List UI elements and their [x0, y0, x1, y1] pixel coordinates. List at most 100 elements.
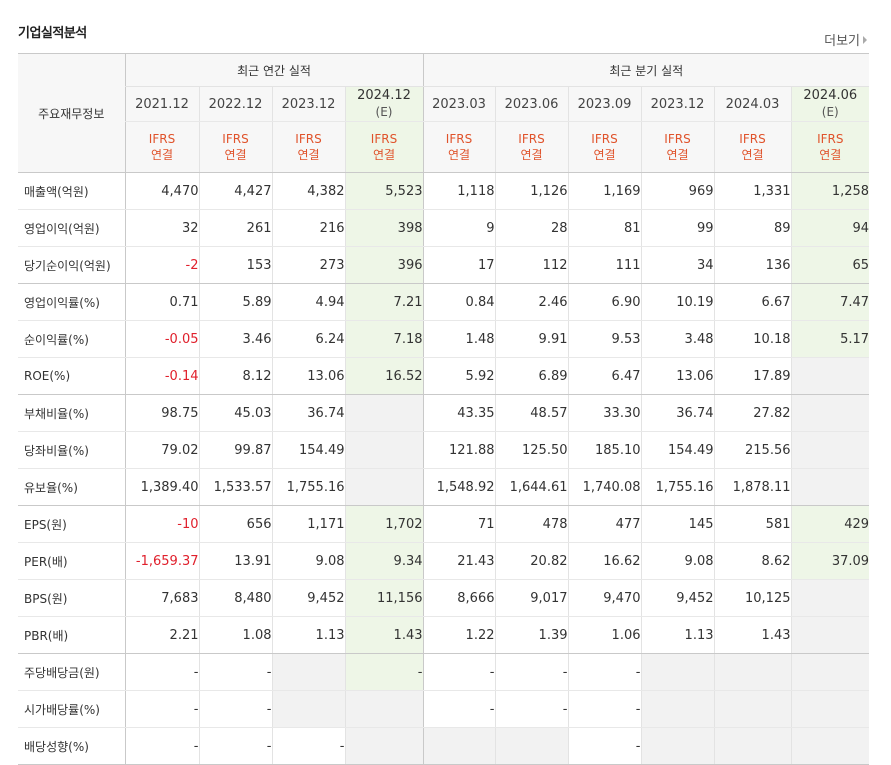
annual-group-header: 최근 연간 실적: [124, 53, 423, 87]
value-cell: 396: [344, 246, 423, 284]
value-cell: [494, 727, 568, 765]
value-cell: 9.91: [494, 320, 568, 358]
period-label: 2021.12: [135, 96, 189, 112]
value-cell: -: [198, 653, 272, 691]
consolidated-label: 연결: [297, 148, 320, 162]
value-cell: 4,382: [271, 172, 345, 210]
value-cell: 0.71: [124, 283, 199, 321]
value-cell: 125.50: [494, 431, 568, 469]
value-cell: 4,470: [124, 172, 199, 210]
value-cell: 33.30: [567, 394, 641, 432]
value-cell: -: [124, 690, 199, 728]
value-cell: 9,452: [640, 579, 714, 617]
table-row: 배당성향(%) - - - -: [18, 727, 870, 765]
table-row: PBR(배) 2.21 1.08 1.13 1.43 1.22 1.39 1.06 1.13 1.…: [18, 616, 870, 654]
ifrs-label: IFRS: [518, 132, 545, 146]
ifrs-label: IFRS: [591, 132, 618, 146]
value-cell: 1,169: [567, 172, 641, 210]
ifrs-label: IFRS: [817, 132, 844, 146]
value-cell: 6.24: [271, 320, 345, 358]
value-cell: 154.49: [271, 431, 345, 469]
value-cell: 5.92: [422, 357, 495, 395]
ifrs-label: IFRS: [370, 132, 398, 146]
value-cell: [790, 616, 870, 654]
value-cell: 71: [422, 505, 495, 543]
value-cell: [790, 727, 870, 765]
consolidated-label: 연결: [819, 148, 842, 162]
value-cell: [344, 468, 423, 506]
value-cell: 477: [567, 505, 641, 543]
value-cell: 17: [422, 246, 495, 284]
accounting-standard: IFRS 연결: [422, 121, 495, 173]
value-cell: 1,258: [790, 172, 870, 210]
value-cell: [713, 690, 791, 728]
ifrs-label: IFRS: [445, 132, 473, 146]
value-cell: 1,702: [344, 505, 423, 543]
value-cell: 1.48: [422, 320, 495, 358]
value-cell: 581: [713, 505, 791, 543]
row-label: 당기순이익(억원): [18, 246, 125, 284]
table-row: 영업이익(억원) 32 261 216 398 9 28 81 99 89 94: [18, 209, 870, 247]
table-row: ROE(%) -0.14 8.12 13.06 16.52 5.92 6.89 6.47 13.…: [18, 357, 870, 395]
value-cell: 112: [494, 246, 568, 284]
value-cell: 1,644.61: [494, 468, 568, 506]
value-cell: 1.13: [271, 616, 345, 654]
value-cell: 215.56: [713, 431, 791, 469]
consolidated-label: 연결: [447, 148, 471, 162]
period-label: 2023.12: [281, 96, 336, 112]
period-label: 2023.12: [650, 96, 705, 112]
value-cell: 10,125: [713, 579, 791, 617]
value-cell: 1.43: [713, 616, 791, 654]
value-cell: 7.47: [790, 283, 870, 321]
value-cell: 6.47: [567, 357, 641, 395]
value-cell: [640, 727, 714, 765]
value-cell: [640, 690, 714, 728]
value-cell: 6.89: [494, 357, 568, 395]
period-header: 2023.03: [422, 86, 495, 122]
value-cell: 1,126: [494, 172, 568, 210]
consolidated-label: 연결: [150, 148, 174, 162]
period-header: 2024.03: [713, 86, 791, 122]
value-cell: [790, 690, 870, 728]
table-row: 당기순이익(억원) -2 153 273 396 17 112 111 34 136 65: [18, 246, 870, 284]
value-cell: 9: [422, 209, 495, 247]
value-cell: 8,480: [198, 579, 272, 617]
row-label: 영업이익률(%): [18, 283, 125, 321]
section-title: 기업실적분석: [18, 26, 87, 41]
value-cell: 2.21: [124, 616, 199, 654]
table-row: 당좌비율(%) 79.02 99.87 154.49 121.88 125.50 185.1…: [18, 431, 870, 469]
more-link[interactable]: 더보기: [824, 30, 867, 49]
row-label: PER(배): [18, 542, 125, 580]
value-cell: 111: [567, 246, 641, 284]
value-cell: 36.74: [640, 394, 714, 432]
value-cell: 8,666: [422, 579, 495, 617]
value-cell: -: [198, 727, 272, 765]
value-cell: 1,171: [271, 505, 345, 543]
ifrs-label: IFRS: [148, 132, 176, 146]
value-cell: 7.18: [344, 320, 423, 358]
value-cell: 16.62: [567, 542, 641, 580]
value-cell: 429: [790, 505, 870, 543]
period-label: 2023.06: [504, 96, 559, 112]
value-cell: [790, 579, 870, 617]
value-cell: -: [271, 727, 345, 765]
value-cell: [790, 431, 870, 469]
value-cell: 89: [713, 209, 791, 247]
value-cell: 36.74: [271, 394, 345, 432]
period-header: 2021.12: [124, 86, 199, 122]
value-cell: 1.22: [422, 616, 495, 654]
value-cell: -: [124, 653, 199, 691]
value-cell: 261: [198, 209, 272, 247]
value-cell: 1.13: [640, 616, 714, 654]
estimate-mark: (E): [375, 105, 393, 119]
value-cell: 4.94: [271, 283, 345, 321]
value-cell: 98.75: [124, 394, 199, 432]
value-cell: 13.06: [640, 357, 714, 395]
table-row: PER(배) -1,659.37 13.91 9.08 9.34 21.43 20.82 16…: [18, 542, 870, 580]
ifrs-label: IFRS: [222, 132, 249, 146]
value-cell: 17.89: [713, 357, 791, 395]
value-cell: -1,659.37: [124, 542, 199, 580]
table-row: 부채비율(%) 98.75 45.03 36.74 43.35 48.57 33.30 36.…: [18, 394, 870, 432]
value-cell: 0.84: [422, 283, 495, 321]
value-cell: [713, 653, 791, 691]
